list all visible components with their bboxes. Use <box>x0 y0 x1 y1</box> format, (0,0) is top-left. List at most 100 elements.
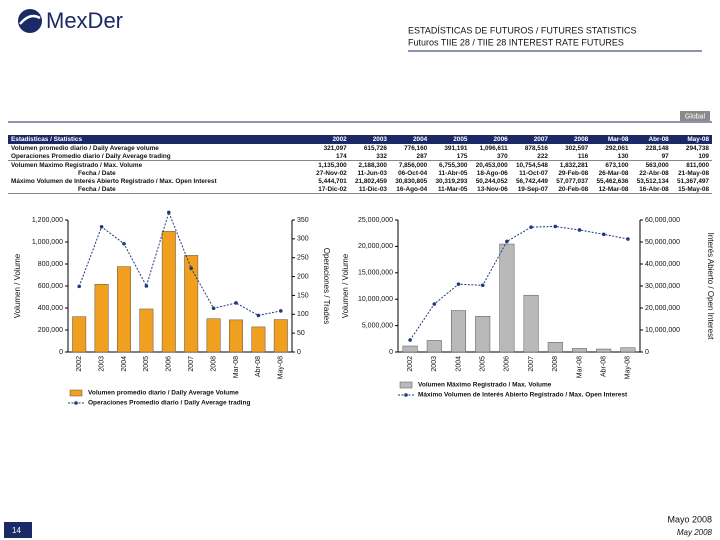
line-marker <box>480 283 485 288</box>
x-tick-label: 2004 <box>121 356 128 372</box>
tick-label: 100 <box>297 311 309 318</box>
y-axis-title: Volumen / Volume <box>13 253 22 318</box>
bar <box>402 345 418 353</box>
line-marker <box>122 241 126 246</box>
cell: 20-Feb-08 <box>550 185 592 194</box>
bar <box>450 310 467 353</box>
cell: 287 <box>416 152 428 160</box>
cell: 27-Nov-02 <box>316 169 347 177</box>
legend-marker <box>404 393 408 397</box>
cell: 16-Ago-04 <box>389 185 431 194</box>
row-label: Fecha / Date <box>78 169 116 177</box>
footer-date: Mayo 2008 <box>667 514 712 524</box>
tick-label: 300 <box>297 236 309 243</box>
table-row: Volumen promedio diario / Daily Average … <box>8 144 712 152</box>
tick-label: 350 <box>297 217 309 224</box>
cell: 97 <box>661 152 669 160</box>
cell: 30,830,805 <box>395 177 428 185</box>
tick-label: 5,000,000 <box>362 322 393 329</box>
tick-label: 10,000,000 <box>358 296 393 303</box>
logo-globe <box>18 9 42 33</box>
tick-label: 0 <box>297 349 301 356</box>
tick-label: 0 <box>645 349 649 356</box>
column-header: 2002 <box>311 135 350 144</box>
cell: 06-Oct-04 <box>398 169 428 177</box>
tick-label: 150 <box>297 292 309 299</box>
line-marker <box>256 313 261 318</box>
cell: 222 <box>537 152 548 160</box>
tick-label: 600,000 <box>38 283 63 290</box>
bar <box>523 294 539 353</box>
cell: 174 <box>336 152 347 160</box>
tick-label: 20,000,000 <box>358 243 393 250</box>
line <box>78 210 281 316</box>
row-label: Máximo Volumen de Interés Abierto Regist… <box>11 177 217 185</box>
section-label: Global <box>685 113 706 120</box>
bar <box>273 319 288 353</box>
line-marker <box>77 284 81 289</box>
tick-label: 15,000,000 <box>358 270 393 277</box>
tick-label: 50,000,000 <box>645 239 680 246</box>
tick-label: 1,200,000 <box>32 217 63 224</box>
x-tick-label: 2003 <box>431 356 438 372</box>
x-tick-label: Abr-08 <box>255 356 262 377</box>
legend-label: Volumen promedio diario / Daily Average … <box>88 390 239 397</box>
tick-label: 400,000 <box>38 305 63 312</box>
y2-axis-title: Operaciones / Trades <box>322 248 331 324</box>
x-tick-label: 2006 <box>504 356 511 372</box>
line-marker <box>99 224 104 229</box>
column-header: 2008 <box>550 135 592 144</box>
tick-label: 1,000,000 <box>32 239 63 246</box>
x-tick-label: 2002 <box>407 356 414 372</box>
table-row: Operaciones Promedio diario / Daily Aver… <box>8 152 712 161</box>
legend-label: Máximo Volumen de Interés Abierto Regist… <box>418 392 628 399</box>
cell: 22-Abr-08 <box>639 169 669 177</box>
cell: 1,832,281 <box>550 160 592 169</box>
cell: 19-Sep-07 <box>510 185 551 194</box>
bar <box>596 348 612 353</box>
line-marker <box>408 338 412 342</box>
page-title: ESTADÍSTICAS DE FUTUROS / FUTURES STATIS… <box>408 25 637 35</box>
cell: 116 <box>577 152 589 160</box>
cell: 57,077,037 <box>556 177 589 185</box>
page-number: 14 <box>12 526 21 535</box>
line-marker <box>626 237 630 241</box>
cell: 11-Oct-07 <box>519 169 548 177</box>
cell: 30,319,293 <box>435 177 468 185</box>
x-tick-label: Mar-08 <box>576 356 583 378</box>
statistics-table: Estadísticas / Statistics 2002 2003 2004 200… <box>8 135 712 194</box>
cell: 228,148 <box>645 144 669 152</box>
cell: 1,135,300 <box>311 160 350 169</box>
row-label: Volumen Maximo Registrado / Max. Volume <box>8 160 311 169</box>
line-marker <box>432 302 437 306</box>
bar <box>229 319 243 353</box>
column-header: 2003 <box>349 135 390 144</box>
cell: 15-May-08 <box>671 185 712 194</box>
column-header: May-08 <box>671 135 712 144</box>
cell: 12-Mar-08 <box>591 185 632 194</box>
cell: 370 <box>497 152 508 160</box>
line-marker <box>189 266 193 271</box>
tick-label: 20,000,000 <box>645 305 680 312</box>
cell: 18-Ago-06 <box>476 169 508 177</box>
tick-label: 200,000 <box>38 327 63 334</box>
tick-label: 30,000,000 <box>645 283 680 290</box>
cell: 10,754,548 <box>510 160 551 169</box>
bar <box>94 284 109 353</box>
cell: 563,000 <box>631 160 672 169</box>
corner-cell: Estadísticas / Statistics <box>8 135 311 144</box>
bar <box>547 342 563 353</box>
table-row: Fecha / Date 17-Dic-02 11-Dic-03 16-Ago-04 1… <box>8 185 712 194</box>
table-row: Volumen Maximo Registrado / Max. Volume 1… <box>8 160 712 169</box>
cell: 1,096,611 <box>479 144 508 152</box>
line-marker <box>144 284 149 288</box>
cell: 21-May-08 <box>678 169 709 177</box>
bar <box>499 243 515 353</box>
cell: 6,755,300 <box>430 160 471 169</box>
line-marker <box>167 210 171 215</box>
tick-label: 800,000 <box>38 261 63 268</box>
x-tick-label: May-08 <box>278 356 285 379</box>
tick-label: 0 <box>59 349 63 356</box>
x-tick-label: 2007 <box>528 356 535 372</box>
